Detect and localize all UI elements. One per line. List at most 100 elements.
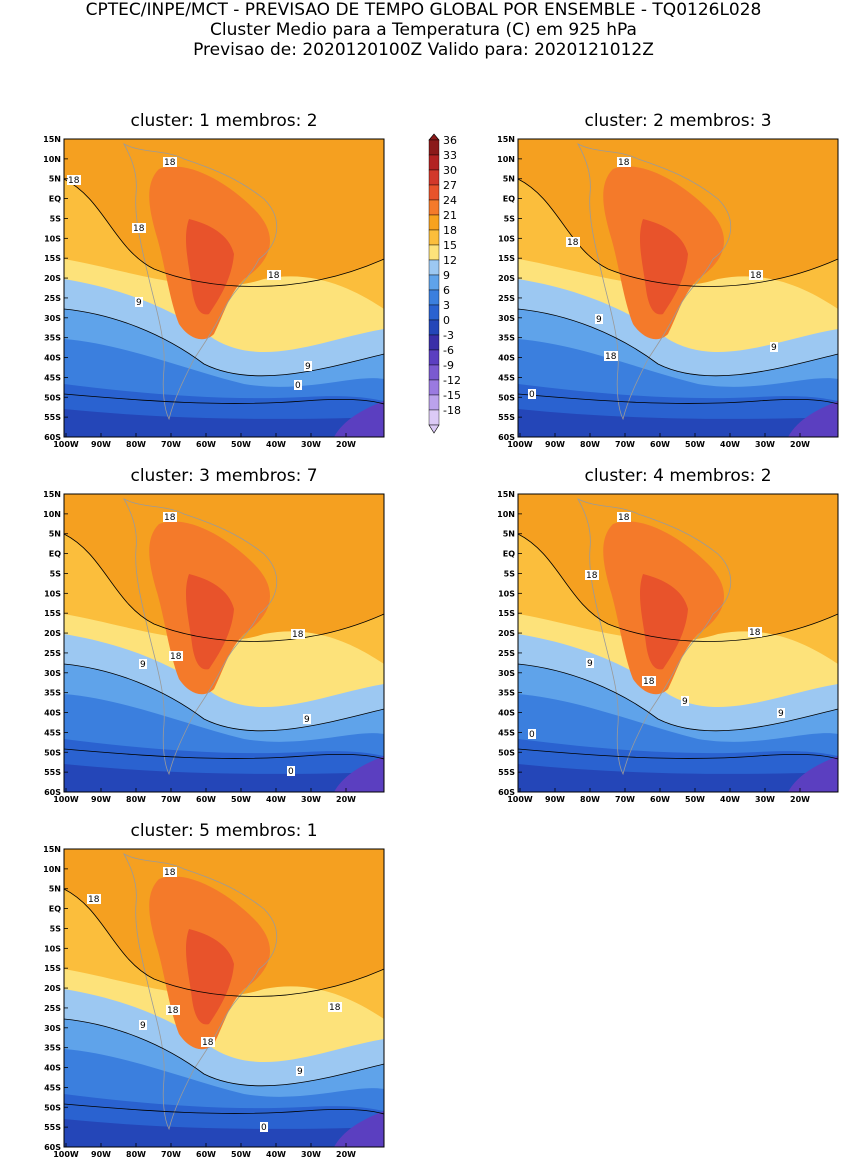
map-panel-5: cluster: 5 membros: 1 18 18 18 18 18 9 9 0 15N 10N…	[43, 821, 385, 1157]
lat-tick-label: EQ	[49, 195, 61, 204]
colorbar-swatch	[428, 289, 440, 306]
lat-tick-label: 40S	[44, 709, 61, 718]
map-frame	[63, 848, 385, 1148]
colorbar-label: 3	[443, 299, 450, 312]
svg-text:0: 0	[288, 767, 294, 777]
lat-tick-label: 50S	[44, 748, 61, 757]
colorbar-swatch	[428, 304, 440, 321]
lat-tick-label: 55S	[44, 1123, 61, 1132]
svg-text:18: 18	[329, 1003, 341, 1013]
map-panel-4: cluster: 4 membros: 2 18 18 18 18 9 9 9 0 15N 10N 5…	[497, 466, 839, 804]
lat-tick-label: 5N	[49, 885, 61, 894]
svg-text:18: 18	[750, 271, 762, 281]
lon-tick-label: 70W	[615, 795, 635, 804]
contour-18	[63, 533, 385, 642]
map-panel-3: cluster: 3 membros: 7 18 18 18 9 9 0 15N 10N 5N EQ…	[43, 466, 385, 804]
lon-tick-label: 100W	[507, 440, 533, 449]
lat-tick-label: 15S	[44, 964, 61, 973]
lon-tick-label: 50W	[231, 795, 251, 804]
temp-band-7	[64, 1119, 384, 1147]
svg-text:18: 18	[268, 271, 280, 281]
lat-tick-label: 50S	[44, 393, 61, 402]
lon-tick-label: 20W	[336, 440, 356, 449]
contour-label: 18	[748, 627, 762, 638]
lon-tick-label: 30W	[755, 795, 775, 804]
lon-tick-label: 70W	[161, 1150, 181, 1157]
temp-band-7	[64, 409, 384, 437]
map-svg: 18 18 18 9 9 0 15N 10N 5N EQ 5S 10S 15S 20S 25S 30S 35S 4…	[43, 490, 385, 804]
lon-tick-label: 90W	[91, 1150, 111, 1157]
lat-tick-label: 55S	[498, 768, 515, 777]
contour-label: 9	[139, 1020, 147, 1031]
svg-text:0: 0	[261, 1123, 267, 1133]
contour-label: 18	[163, 867, 177, 878]
colorbar-swatch	[428, 364, 440, 381]
svg-text:18: 18	[567, 238, 579, 248]
lat-tick-label: 5S	[504, 569, 516, 578]
lat-tick-label: 30S	[44, 669, 61, 678]
lat-tick-label: 20S	[498, 274, 515, 283]
temp-band-7	[518, 409, 838, 437]
svg-text:9: 9	[140, 1021, 146, 1031]
hot-core	[639, 574, 688, 670]
lon-tick-label: 30W	[301, 795, 321, 804]
contour-label: 18	[169, 651, 183, 662]
hot-core	[185, 219, 234, 315]
lat-tick-label: 25S	[44, 294, 61, 303]
contour-9	[63, 308, 385, 377]
lon-tick-label: 40W	[266, 1150, 286, 1157]
lon-tick-label: 70W	[161, 795, 181, 804]
contour-label: 0	[294, 380, 302, 391]
lon-tick-label: 40W	[266, 440, 286, 449]
contour-label: 18	[604, 351, 618, 362]
colorbar-label: 12	[443, 254, 457, 267]
lon-tick-label: 50W	[231, 1150, 251, 1157]
svg-text:0: 0	[529, 730, 535, 740]
contour-label: 18	[267, 270, 281, 281]
lon-tick-label: 90W	[545, 795, 565, 804]
temp-band-7	[64, 764, 384, 792]
contour-label: 0	[528, 389, 536, 400]
lat-tick-label: 10N	[497, 510, 515, 519]
lon-tick-label: 50W	[685, 795, 705, 804]
contour-label: 9	[586, 658, 594, 669]
colorbar-swatch	[428, 409, 440, 426]
lat-tick-label: 5N	[503, 530, 515, 539]
lat-tick-label: 35S	[44, 1044, 61, 1053]
lat-tick-label: 5S	[50, 924, 62, 933]
lat-tick-label: 50S	[498, 748, 515, 757]
contour-label: 0	[287, 766, 295, 777]
contour-9	[63, 1018, 385, 1087]
lon-tick-label: 30W	[301, 440, 321, 449]
coastline	[577, 143, 732, 421]
lon-tick-label: 90W	[91, 795, 111, 804]
svg-text:18: 18	[605, 352, 617, 362]
svg-text:18: 18	[164, 513, 176, 523]
lat-tick-label: 15S	[498, 254, 515, 263]
lon-tick-label: 60W	[196, 795, 216, 804]
coastline	[577, 498, 732, 776]
hot-core	[639, 219, 688, 315]
contour-label: 18	[132, 223, 146, 234]
map-svg: 18 18 18 18 9 9 9 0 15N 10N 5N EQ 5S 10S 15S 20S 25S 30S 3…	[497, 490, 839, 804]
panel-title: cluster: 2 membros: 3	[584, 111, 772, 131]
colorbar-swatch	[428, 259, 440, 276]
lat-tick-label: 10S	[498, 234, 515, 243]
lat-tick-label: 15N	[43, 490, 61, 499]
contour-label: 0	[260, 1122, 268, 1133]
colorbar-label: 21	[443, 209, 457, 222]
temp-band-8	[788, 401, 838, 437]
svg-text:18: 18	[618, 513, 630, 523]
contour-label: 9	[296, 1066, 304, 1077]
svg-text:9: 9	[587, 659, 593, 669]
panel-title: cluster: 5 membros: 1	[130, 821, 318, 841]
contour-label: 9	[595, 314, 603, 325]
svg-text:9: 9	[596, 315, 602, 325]
svg-text:9: 9	[140, 660, 146, 670]
contour-label: 18	[328, 1002, 342, 1013]
colorbar-swatch	[428, 349, 440, 366]
lon-tick-label: 80W	[126, 795, 146, 804]
lon-tick-label: 60W	[196, 440, 216, 449]
contour-0	[517, 748, 839, 760]
contour-18	[517, 178, 839, 287]
